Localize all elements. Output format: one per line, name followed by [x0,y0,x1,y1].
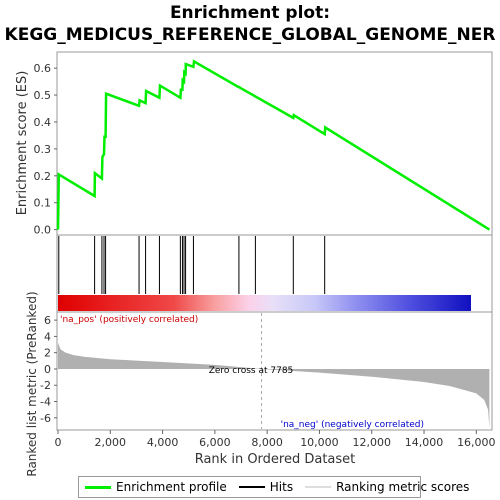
legend-swatch-es [85,485,111,489]
x-tick-label: 12,000 [352,436,391,449]
es-y-tick-label: 0.0 [34,224,52,237]
legend-item-hits: Hits [238,480,294,494]
neg-correlated-label: 'na_neg' (negatively correlated) [281,420,424,430]
x-tick-label: 8,000 [251,436,283,449]
x-tick-label: 16,000 [457,436,496,449]
es-y-tick-label: 0.3 [34,143,52,156]
x-tick-label: 4,000 [147,436,179,449]
ranking-metric-area [58,342,490,429]
hits-marks [58,236,326,294]
metric-y-tick-label: 6 [44,314,51,327]
legend-label: Hits [269,480,294,494]
x-axis-label: Rank in Ordered Dataset [195,452,356,467]
enrichment-profile-line [56,59,491,231]
legend: Enrichment profile Hits Ranking metric s… [78,476,469,498]
legend-item-ranking-metric: Ranking metric scores [305,480,469,494]
legend-swatch-metric [305,486,332,488]
legend-label: Ranking metric scores [336,480,470,494]
es-y-tick-label: 0.1 [34,197,52,210]
chart-title: Enrichment plot: KEGG_MEDICUS_REFERENCE_… [0,2,500,46]
es-y-axis-label: Enrichment score (ES) [15,71,30,216]
x-tick-label: 6,000 [199,436,231,449]
rank-color-bar [58,295,471,311]
x-tick-label: 0 [55,436,62,449]
es-y-tick-label: 0.2 [34,170,52,183]
es-y-tick-label: 0.4 [34,116,52,129]
title-line-1: Enrichment plot: [169,3,331,23]
es-y-tick-label: 0.6 [34,62,52,75]
metric-y-tick-label: -4 [40,396,51,409]
zero-cross-label: Zero cross at 7785 [209,366,294,376]
metric-y-axis-label: Ranked list metric (PreRanked) [25,291,39,476]
metric-y-tick-label: 4 [44,330,51,343]
x-tick-label: 10,000 [300,436,339,449]
x-tick-label: 2,000 [95,436,127,449]
metric-y-axis: -6 -4 -2 0 2 4 6 [40,314,57,425]
es-y-tick-label: 0.5 [34,89,52,102]
title-line-2: KEGG_MEDICUS_REFERENCE_GLOBAL_GENOME_NER [4,25,496,45]
metric-y-tick-label: -6 [40,412,51,425]
legend-item-enrichment-profile: Enrichment profile [85,480,227,494]
pos-correlated-label: 'na_pos' (positively correlated) [60,315,198,325]
x-tick-label: 14,000 [405,436,444,449]
legend-label: Enrichment profile [116,480,227,494]
x-axis: 0 2,000 4,000 6,000 8,000 10,000 12,000 14,000 1… [55,430,496,449]
legend-swatch-hits [238,486,265,488]
es-y-axis: 0.0 0.1 0.2 0.3 0.4 0.5 0.6 [34,62,57,237]
metric-y-tick-label: 2 [44,347,51,360]
metric-y-tick-label: 0 [44,363,51,376]
es-panel-frame [56,51,493,236]
metric-y-tick-label: -2 [40,379,51,392]
